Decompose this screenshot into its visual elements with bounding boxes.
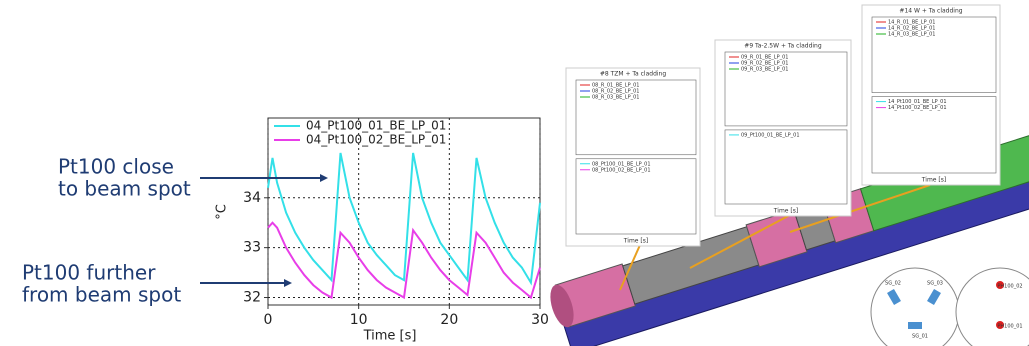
x-tick-label: 10 (350, 312, 368, 328)
section (956, 268, 1029, 346)
detail-label: SG_03 (927, 281, 943, 287)
x-tick-label: 0 (264, 312, 273, 328)
y-tick-label: 34 (243, 190, 261, 206)
inset-legend-label: 09_R_03_BE_LP_01 (741, 67, 788, 73)
inset-legend-label: 09_Pt100_01_BE_LP_01 (741, 132, 800, 138)
annotation: from beam spot (22, 283, 181, 307)
annotation: to beam spot (58, 177, 191, 201)
inset-title: #8 TZM + Ta cladding (600, 71, 667, 78)
slide: 32 33 34 0 10 20 30 Time [s] °C 04_Pt100_01_BE_LP… (0, 0, 1029, 346)
legend-label: 04_Pt100_02_BE_LP_01 (306, 133, 446, 147)
inset-legend-label: 14_R_03_BE_LP_01 (888, 32, 935, 38)
inset-x-label: Time [s] (773, 208, 798, 215)
detail-label: SG_01 (912, 334, 928, 340)
x-tick-label: 30 (531, 312, 549, 328)
annotation: Pt100 further (22, 261, 156, 285)
inset-legend-label: 08_R_03_BE_LP_01 (592, 95, 639, 101)
inset-x-label: Time [s] (921, 177, 946, 184)
x-tick-label: 20 (440, 312, 458, 328)
inset-legend-label: 14_Pt100_02_BE_LP_01 (888, 105, 947, 111)
gauge (908, 322, 922, 329)
y-axis-label: °C (215, 204, 230, 220)
legend-label: 04_Pt100_01_BE_LP_01 (306, 119, 446, 133)
x-axis-label: Time [s] (363, 329, 417, 344)
detail-label: PH100_01 (997, 324, 1022, 330)
annotation: Pt100 close (58, 155, 174, 179)
detail-label: SG_02 (885, 281, 901, 287)
main-chart: 32 33 34 0 10 20 30 Time [s] °C 04_Pt100_01_BE_LP… (215, 118, 549, 344)
inset-legend-label: 08_Pt100_02_BE_LP_01 (592, 167, 651, 173)
inset-title: #9 Ta-2.5W + Ta cladding (744, 43, 822, 50)
inset-title: #14 W + Ta cladding (899, 8, 962, 15)
detail-label: PH100_02 (997, 284, 1022, 290)
y-tick-label: 32 (243, 290, 261, 306)
inset-x-label: Time [s] (623, 238, 648, 245)
y-tick-label: 33 (243, 240, 261, 256)
